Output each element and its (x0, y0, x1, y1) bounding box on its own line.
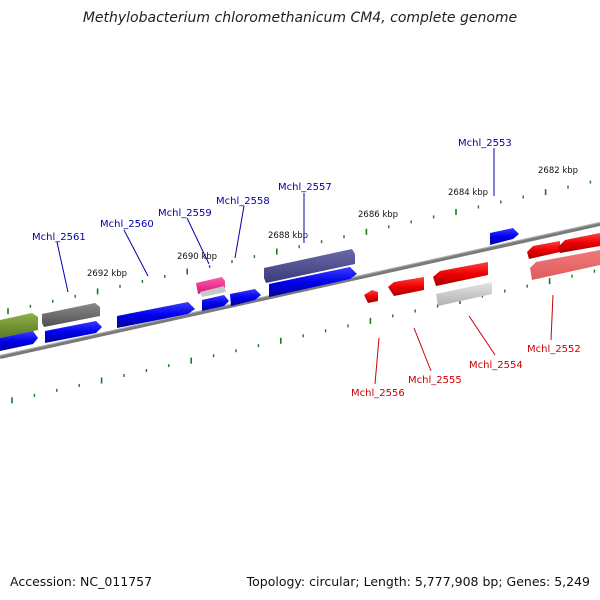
gene-arrows-lower (364, 233, 600, 306)
gene-label[interactable]: Mchl_2552 (527, 344, 581, 355)
gene-label[interactable]: Mchl_2556 (351, 388, 405, 399)
gene-arrow[interactable] (42, 303, 100, 327)
gene-arrow[interactable] (196, 277, 225, 294)
gene-label[interactable]: Mchl_2554 (469, 360, 523, 371)
kbp-label: 2692 kbp (87, 269, 127, 279)
gene-arrow[interactable] (433, 262, 488, 286)
gene-label[interactable]: Mchl_2555 (408, 375, 462, 386)
upper-gene-labels: Mchl_2553 Mchl_2557 Mchl_2558 Mchl_2559 … (32, 138, 512, 293)
lower-gene-labels: Mchl_2552 Mchl_2554 Mchl_2555 Mchl_2556 (351, 294, 581, 399)
gene-arrow[interactable] (45, 321, 102, 343)
gene-label[interactable]: Mchl_2553 (458, 138, 512, 149)
kbp-label: 2688 kbp (268, 231, 308, 241)
lower-tick-row (11, 269, 596, 404)
gene-label[interactable]: Mchl_2557 (278, 182, 332, 193)
gene-arrow[interactable] (117, 302, 195, 328)
gene-arrow[interactable] (230, 289, 261, 306)
gene-arrow[interactable] (0, 331, 38, 351)
gene-arrow[interactable] (364, 290, 378, 303)
gene-arrow[interactable] (200, 286, 226, 297)
gene-label[interactable]: Mchl_2558 (216, 196, 270, 207)
map-title: Methylobacterium chloromethanicum CM4, c… (82, 10, 518, 26)
gene-arrow[interactable] (388, 277, 424, 296)
accession-text: Accession: NC_011757 (10, 574, 153, 589)
gene-label[interactable]: Mchl_2560 (100, 219, 154, 230)
genome-backbone (0, 222, 600, 359)
genome-info-text: Topology: circular; Length: 5,777,908 bp… (246, 574, 590, 589)
gene-arrow[interactable] (490, 228, 519, 245)
gene-arrow[interactable] (269, 267, 357, 297)
kbp-label: 2686 kbp (358, 210, 398, 220)
gene-arrow[interactable] (436, 282, 492, 306)
gene-arrow[interactable] (527, 241, 560, 259)
gene-label[interactable]: Mchl_2561 (32, 232, 86, 243)
upper-tick-row (7, 180, 592, 315)
gene-label[interactable]: Mchl_2559 (158, 208, 212, 219)
gene-arrow[interactable] (530, 250, 600, 280)
gene-arrow[interactable] (202, 295, 229, 311)
gene-arrows-upper (0, 228, 519, 351)
kbp-label: 2684 kbp (448, 188, 488, 198)
gene-arrow[interactable] (0, 313, 38, 338)
gene-arrow[interactable] (264, 249, 355, 283)
gene-arrow[interactable] (558, 233, 600, 253)
kbp-label: 2682 kbp (538, 166, 578, 176)
kbp-label: 2690 kbp (177, 252, 217, 262)
